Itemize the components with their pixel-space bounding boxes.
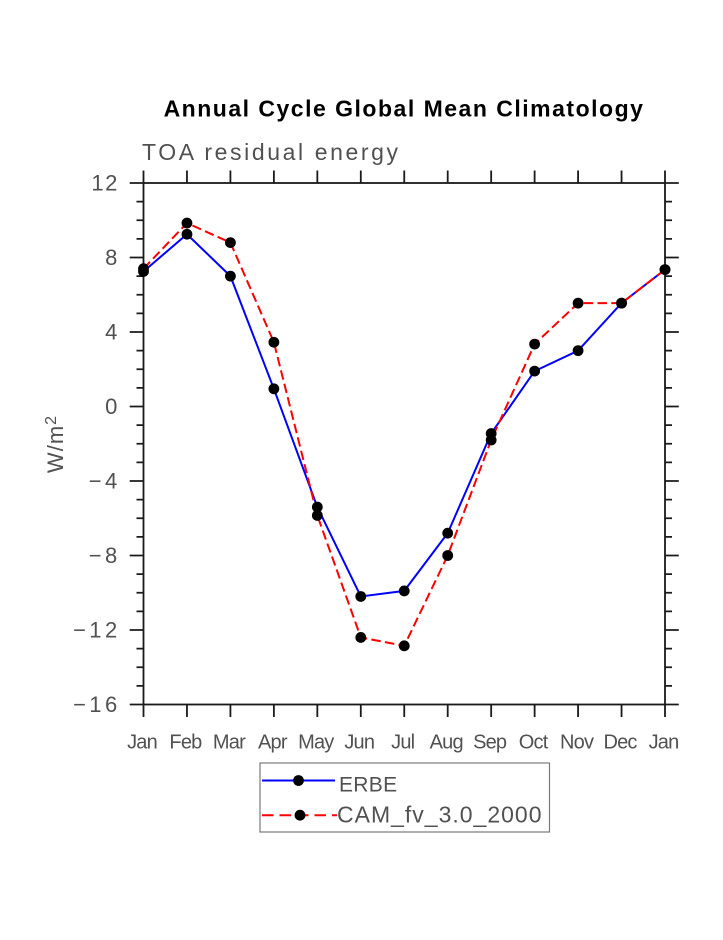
svg-text:−12: −12 [73,618,121,643]
svg-text:CAM_fv_3.0_2000: CAM_fv_3.0_2000 [337,802,543,828]
svg-text:Jul: Jul [391,732,415,754]
svg-text:0: 0 [105,394,119,419]
svg-text:TOA residual energy: TOA residual energy [142,139,401,165]
svg-text:−4: −4 [89,469,121,494]
svg-text:Dec: Dec [603,732,637,754]
svg-text:Apr: Apr [258,732,288,754]
svg-text:May: May [298,732,334,754]
svg-text:Sep: Sep [473,732,507,754]
svg-text:12: 12 [91,171,119,196]
svg-text:Jan: Jan [649,732,679,754]
svg-text:Mar: Mar [213,732,246,754]
svg-text:Feb: Feb [169,732,202,754]
svg-text:Jun: Jun [344,732,374,754]
svg-text:8: 8 [105,245,119,270]
svg-text:ERBE: ERBE [339,774,397,797]
svg-text:Annual Cycle Global Mean Clima: Annual Cycle Global Mean Climatology [164,96,645,122]
svg-text:Nov: Nov [560,732,594,754]
svg-text:Aug: Aug [430,732,463,754]
svg-text:4: 4 [105,320,119,345]
svg-text:Oct: Oct [519,732,549,754]
svg-text:Jan: Jan [127,732,157,754]
svg-text:−8: −8 [89,543,121,568]
svg-text:−16: −16 [73,692,121,717]
